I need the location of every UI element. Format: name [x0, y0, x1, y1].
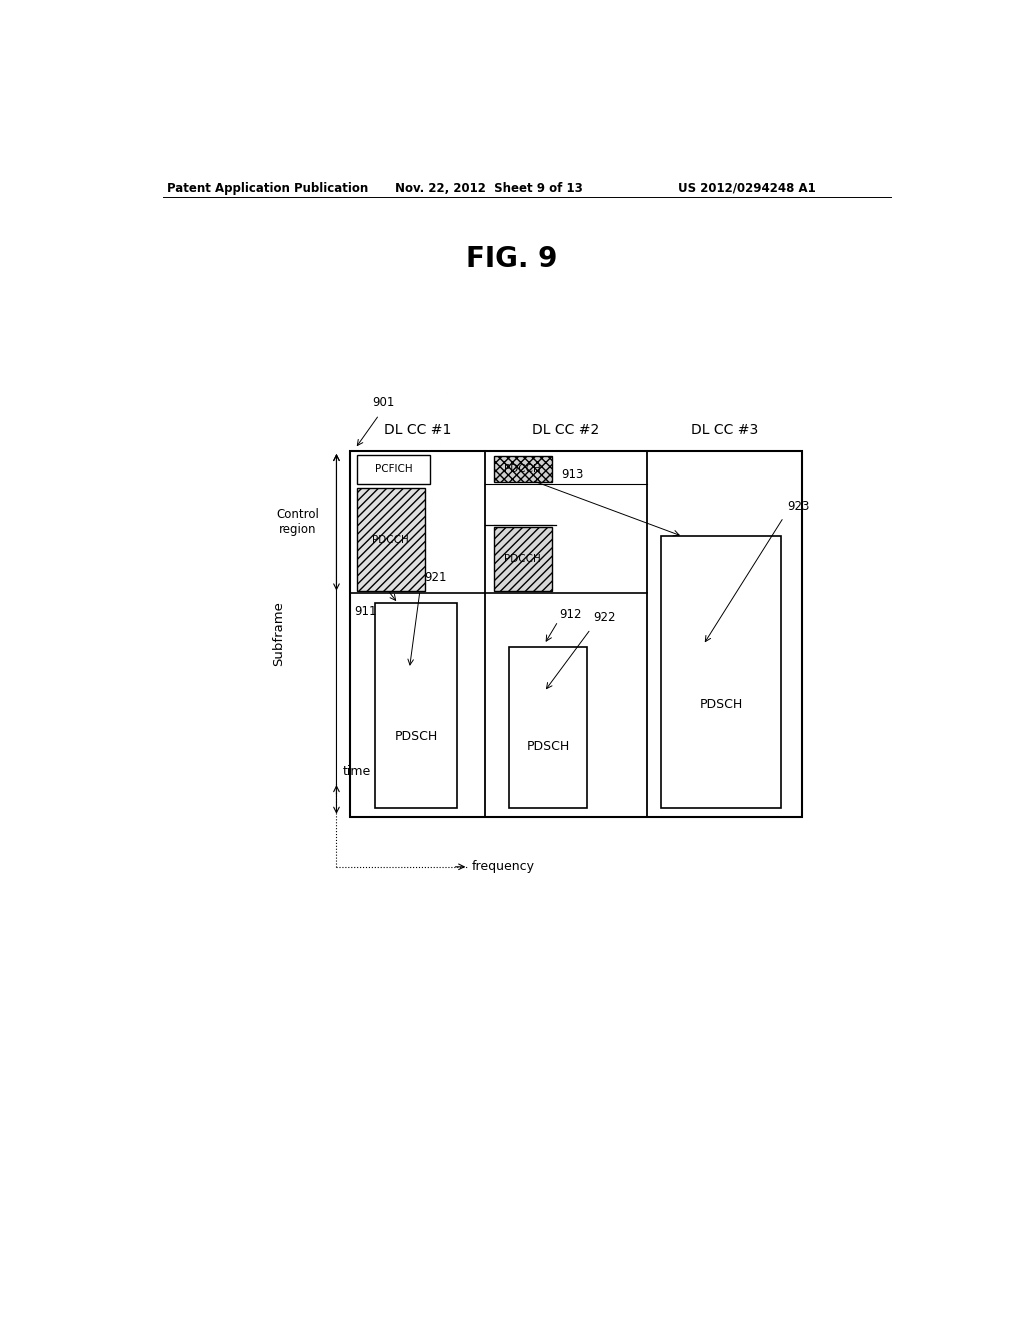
Text: Nov. 22, 2012  Sheet 9 of 13: Nov. 22, 2012 Sheet 9 of 13 [395, 182, 583, 194]
Text: DL CC #2: DL CC #2 [532, 424, 599, 437]
Text: time: time [343, 766, 371, 779]
Bar [509, 647, 587, 808]
Text: 913: 913 [561, 469, 584, 480]
Text: PDCCH: PDCCH [505, 554, 542, 564]
Bar [494, 455, 552, 482]
Text: PCFICH: PCFICH [375, 465, 413, 474]
Text: US 2012/0294248 A1: US 2012/0294248 A1 [678, 182, 816, 194]
Text: PDSCH: PDSCH [526, 741, 569, 752]
Text: PDSCH: PDSCH [699, 698, 742, 711]
Text: FIG. 9: FIG. 9 [466, 244, 557, 272]
Text: 901: 901 [372, 396, 394, 409]
Bar [350, 451, 802, 817]
Text: DL CC #3: DL CC #3 [691, 424, 759, 437]
Text: 921: 921 [424, 572, 446, 585]
Text: 923: 923 [787, 500, 810, 513]
Text: PDSCH: PDSCH [394, 730, 437, 743]
Text: Control
region: Control region [276, 508, 319, 536]
Bar [662, 536, 781, 808]
Text: 911: 911 [354, 605, 377, 618]
Text: 922: 922 [593, 611, 615, 623]
Text: PDCCH: PDCCH [373, 535, 410, 545]
Text: Subframe: Subframe [271, 602, 285, 667]
Text: DL CC #1: DL CC #1 [384, 424, 452, 437]
Text: frequency: frequency [472, 861, 536, 874]
Bar [494, 528, 552, 591]
Text: Patent Application Publication: Patent Application Publication [167, 182, 368, 194]
Bar [356, 488, 425, 591]
Text: 912: 912 [560, 609, 583, 622]
Bar [356, 455, 430, 484]
Bar [375, 603, 457, 808]
Text: PDCCH: PDCCH [505, 463, 542, 474]
